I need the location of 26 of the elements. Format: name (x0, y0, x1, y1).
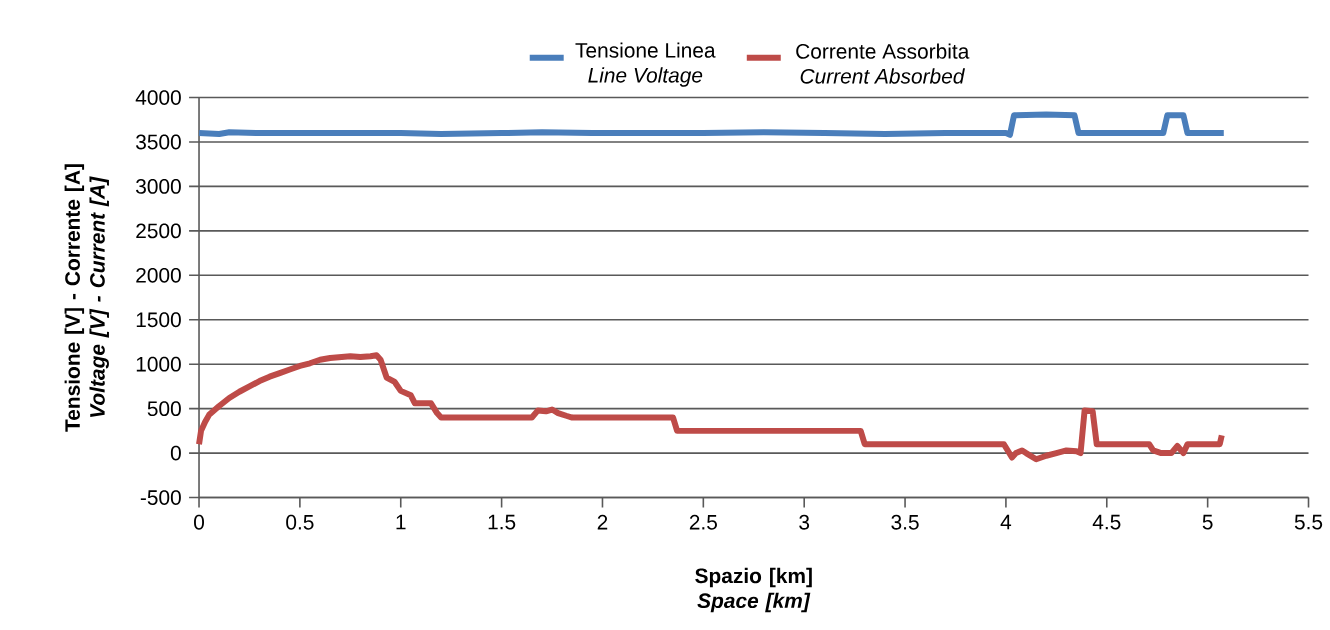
x-axis-title: Spazio [km] Space [km] (695, 567, 812, 613)
y-tick-label: 4000 (135, 90, 181, 105)
y-tick-label: 1000 (136, 356, 181, 372)
y-tick-label: 2000 (136, 267, 181, 283)
x-tick-label: 2.5 (689, 514, 717, 530)
x-tick-label: 2 (597, 514, 608, 530)
x-tick-label: 4 (1000, 514, 1012, 530)
x-tick-label: 4.5 (1092, 514, 1121, 530)
y-tick-label: 500 (147, 401, 181, 417)
legend-label: Tensione Linea Line Voltage (575, 42, 716, 87)
y-tick-label: 1500 (136, 312, 181, 328)
y-tick-label: 2500 (136, 223, 181, 239)
x-tick-label: 5 (1202, 514, 1213, 530)
y-tick-label: 3500 (136, 134, 181, 150)
x-tick-label: 3 (799, 514, 810, 530)
x-tick-label: 0.5 (286, 514, 314, 530)
y-tick-label: 0 (170, 445, 181, 461)
y-tick-label: -500 (140, 490, 181, 506)
x-tick-label: 1.5 (488, 514, 516, 530)
x-tick-label: 0 (194, 514, 205, 530)
y-axis-title: Tensione [V] - Corrente [A] Voltage [V] - Current [A] (64, 164, 109, 432)
x-tick-label: 3.5 (891, 514, 919, 530)
x-tick-label: 5.5 (1294, 514, 1323, 530)
legend-label: Corrente Assorbita Current Absorbed (796, 43, 970, 84)
y-tick-label: 3000 (136, 179, 181, 194)
x-tick-label: 1 (396, 514, 406, 530)
